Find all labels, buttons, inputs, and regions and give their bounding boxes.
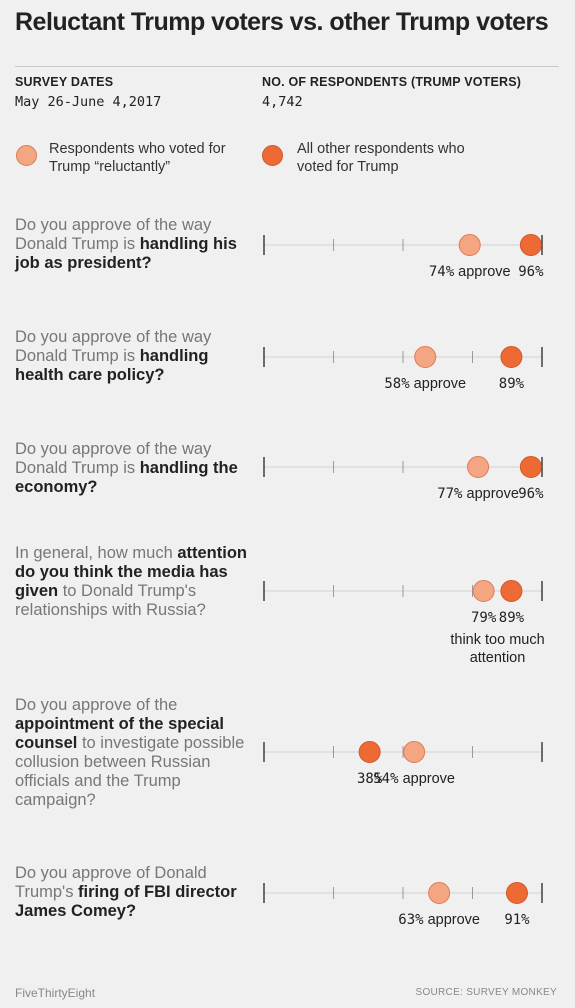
legend-other-label: All other respondents who voted for Trum… [297,141,465,175]
reluctant-point [428,882,451,904]
brand-logo-text: FiveThirtyEight [15,986,96,1000]
chart-title: Reluctant Trump voters vs. other Trump v… [15,8,549,36]
other-point [500,580,523,602]
question-text: Do you approve of the [15,696,178,714]
question-text: to Donald Trump's relationships with Rus… [15,582,206,619]
other-value-label: 96% [518,486,544,502]
question-highlight: attention do you think the media has giv… [15,544,248,600]
question-highlight: handling health care policy? [15,347,209,384]
legend-other-dot [262,145,283,166]
question-text: to investigate possible collusion betwee… [15,734,245,809]
question-highlight: handling his job as president? [15,235,237,272]
other-value-label: 91% [504,912,530,928]
other-value-label: 89% [499,376,525,392]
reluctant-point [472,580,495,602]
other-point [519,234,542,256]
question-6: Do you approve of Donald Trump's firing … [15,864,247,921]
question-text: In general, how much [15,544,178,562]
other-point [358,741,381,763]
legend-reluctant-dot [16,145,37,166]
other-value-label: 89% [499,610,525,626]
question-text: Do you approve of the way Donald Trump i… [15,328,212,365]
reluctant-value-label: 63% approve [398,912,480,928]
reluctant-value-label: 74% approve [429,264,511,280]
reluctant-value-label: 54% approve [373,771,455,787]
question-3: Do you approve of the way Donald Trump i… [15,440,247,497]
survey-dates-label: SURVEY DATES [15,75,114,89]
other-value-label: 38% [357,771,383,787]
reluctant-point [403,741,426,763]
question-4: In general, how much attention do you th… [15,544,247,620]
other-point [505,882,528,904]
respondents-value: 4,742 [262,94,303,110]
reluctant-point [467,456,490,478]
other-point [519,456,542,478]
reluctant-point [458,234,481,256]
question-text: Do you approve of the way Donald Trump i… [15,216,212,253]
reluctant-value-label: 79% [471,610,497,626]
question-1: Do you approve of the way Donald Trump i… [15,216,247,273]
question-highlight: appointment of the special counsel [15,715,225,752]
question-highlight: handling the economy? [15,459,238,496]
question-2: Do you approve of the way Donald Trump i… [15,328,247,385]
question-text: Do you approve of Donald Trump's [15,864,207,901]
reluctant-value-label: 77% approve [437,486,519,502]
header-divider [15,66,559,67]
other-point [500,346,523,368]
reluctant-point [414,346,437,368]
extra-label: think too much attention [450,632,544,666]
reluctant-value-label: 58% approve [384,376,466,392]
legend-reluctant-label: Respondents who voted for Trump “relucta… [49,141,226,175]
source-credit: SOURCE: SURVEY MONKEY [415,987,557,998]
respondents-label: NO. OF RESPONDENTS (TRUMP VOTERS) [262,75,522,89]
question-text: Do you approve of the way Donald Trump i… [15,440,212,477]
other-value-label: 96% [518,264,544,280]
question-5: Do you approve of the appointment of the… [15,696,247,810]
question-highlight: firing of FBI director James Comey? [15,883,237,920]
survey-dates-value: May 26-June 4,2017 [15,94,162,110]
